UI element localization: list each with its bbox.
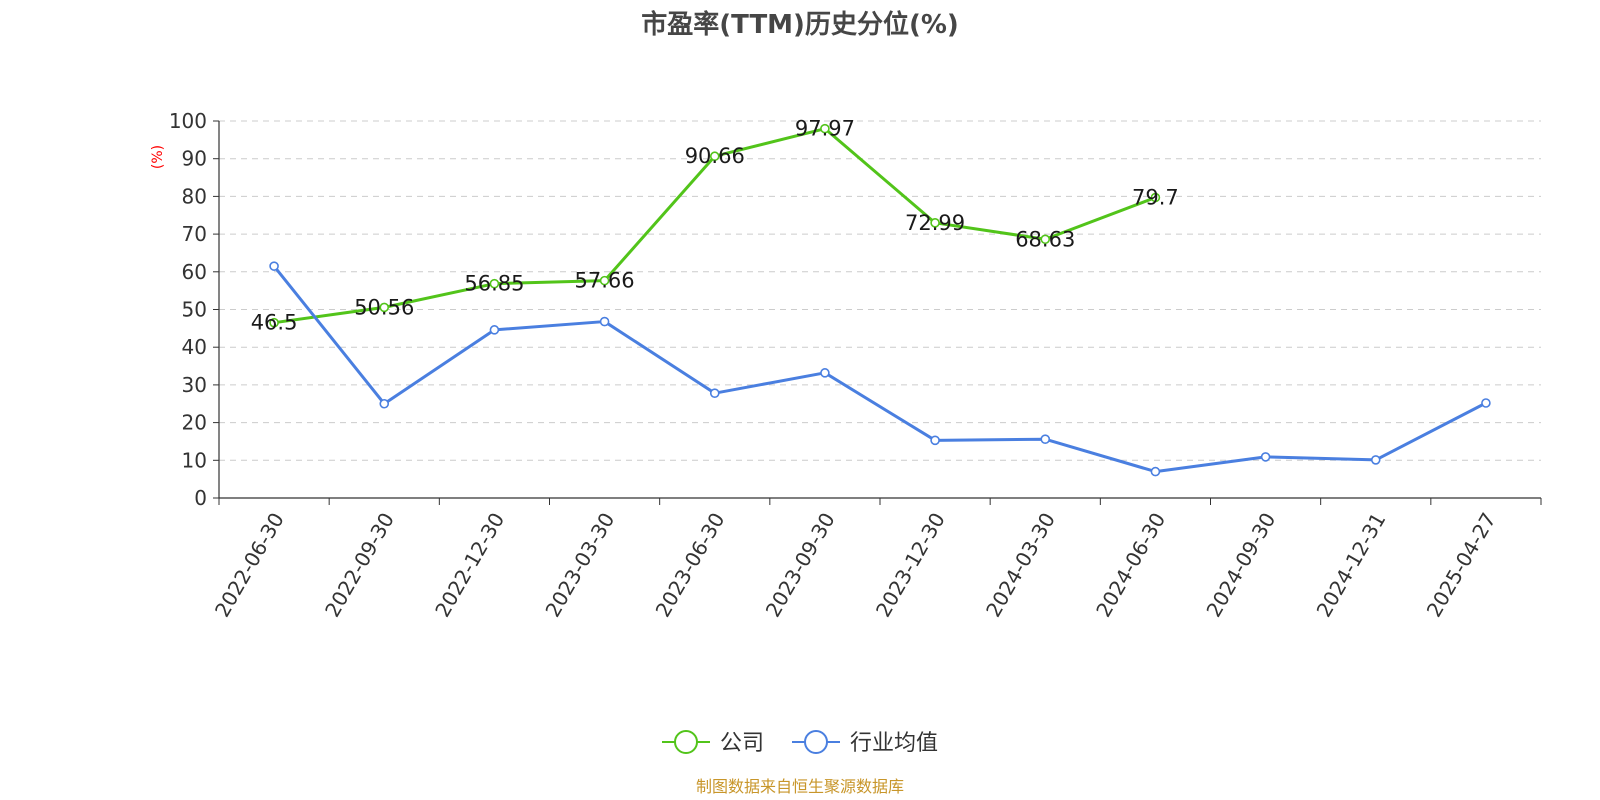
x-axis-ticks: 2022-06-30 2022-09-30 2022-12-30 2023-03-30… <box>210 498 1542 622</box>
data-point[interactable] <box>820 368 830 378</box>
legend[interactable]: 公司 行业均值 <box>662 730 938 756</box>
data-label: 46.5 <box>251 311 298 335</box>
y-tick-label: 20 <box>182 411 207 435</box>
data-point[interactable] <box>269 261 279 271</box>
y-tick-label: 70 <box>182 222 207 246</box>
data-point[interactable] <box>709 388 720 398</box>
chart-title: 市盈率(TTM)历史分位(%) <box>641 9 959 40</box>
data-point[interactable] <box>1150 466 1161 477</box>
y-tick-label: 90 <box>182 147 207 171</box>
data-label: 57.66 <box>575 269 635 293</box>
data-point[interactable] <box>269 317 279 328</box>
data-label: 97.97 <box>795 117 855 141</box>
data-point[interactable] <box>379 398 390 409</box>
data-point[interactable] <box>1150 192 1161 203</box>
y-axis-ticks: 0 10 20 30 40 50 60 70 80 90 100 <box>169 109 219 510</box>
data-point[interactable] <box>1370 455 1381 465</box>
x-tick-label: 2023-12-30 <box>871 508 950 621</box>
y-tick-label: 40 <box>182 335 207 359</box>
data-point[interactable] <box>599 316 610 327</box>
data-point[interactable] <box>379 302 390 313</box>
gridlines <box>219 120 1541 461</box>
y-tick-label: 50 <box>182 298 207 322</box>
x-tick-label: 2024-09-30 <box>1201 509 1280 622</box>
data-point[interactable] <box>489 278 500 289</box>
data-label: 56.85 <box>464 272 524 296</box>
legend-item-1[interactable]: 行业均值 <box>792 730 938 756</box>
data-point[interactable] <box>709 151 720 162</box>
x-tick-label: 2022-06-30 <box>210 509 289 622</box>
legend-item-0[interactable]: 公司 <box>662 730 764 756</box>
x-tick-label: 2024-06-30 <box>1091 509 1170 622</box>
data-labels: 46.5 50.56 56.85 57.66 90.66 97.97 72.99 68.63 7… <box>251 117 1179 335</box>
data-point[interactable] <box>930 218 940 228</box>
data-label: 90.66 <box>685 144 745 168</box>
legend-label: 行业均值 <box>850 731 938 756</box>
y-tick-label: 0 <box>194 486 207 510</box>
data-point[interactable] <box>820 123 830 134</box>
legend-label: 公司 <box>720 731 764 756</box>
x-tick-label: 2025-04-27 <box>1422 509 1501 622</box>
data-label: 72.99 <box>905 211 965 235</box>
data-point[interactable] <box>599 275 610 286</box>
y-tick-label: 10 <box>182 448 207 472</box>
data-point[interactable] <box>1040 234 1051 245</box>
series-line-1 <box>272 265 1487 474</box>
y-tick-label: 100 <box>169 109 207 133</box>
y-tick-label: 80 <box>182 184 207 208</box>
data-label: 68.63 <box>1015 227 1075 251</box>
y-tick-label: 60 <box>182 260 207 284</box>
footer-source: 制图数据来自恒生聚源数据库 <box>696 777 904 796</box>
data-point[interactable] <box>930 435 940 446</box>
legend-marker-icon <box>674 730 698 754</box>
data-label: 50.56 <box>354 295 414 319</box>
data-point[interactable] <box>1481 398 1491 408</box>
y-tick-label: 30 <box>182 373 207 397</box>
series-group <box>269 123 1491 477</box>
x-tick-label: 2022-12-30 <box>430 508 509 621</box>
x-tick-label: 2023-03-30 <box>540 509 619 622</box>
x-tick-label: 2022-09-30 <box>320 509 399 622</box>
x-tick-label: 2023-06-30 <box>651 509 730 622</box>
x-tick-label: 2023-09-30 <box>761 509 840 622</box>
x-tick-label: 2024-03-30 <box>981 509 1060 622</box>
data-point[interactable] <box>1040 434 1051 444</box>
data-label: 79.7 <box>1132 186 1179 210</box>
y-axis-label: (%) <box>150 145 166 169</box>
data-point[interactable] <box>1260 452 1271 462</box>
x-tick-label: 2024-12-31 <box>1312 509 1391 622</box>
legend-marker-icon <box>804 730 828 754</box>
data-point[interactable] <box>489 325 500 335</box>
